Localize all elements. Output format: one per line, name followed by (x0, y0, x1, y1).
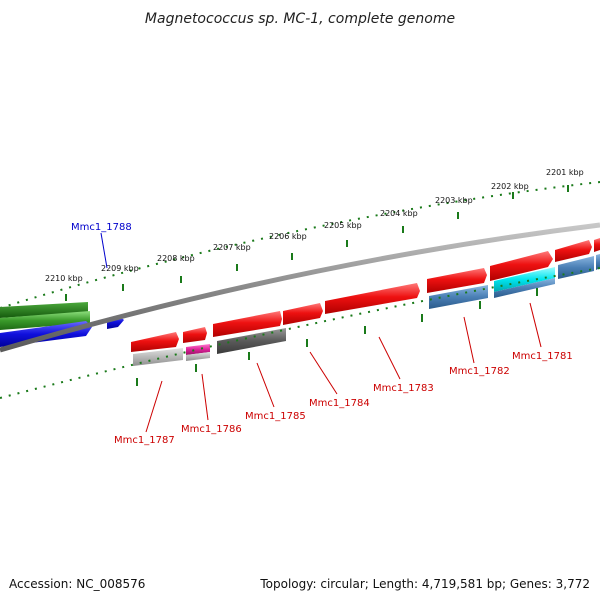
reverse-red-features (131, 268, 487, 352)
genome-title: Magnetococcus sp. MC-1, complete genome (145, 11, 455, 27)
kbp-label: 2209 kbp (101, 264, 139, 273)
outer-ruler-ticks (65, 185, 569, 301)
forward-right-features (490, 238, 600, 298)
kbp-label: 2201 kbp (546, 168, 584, 177)
gene-label: Mmc1_1782 (449, 366, 510, 377)
gene-label: Mmc1_1787 (114, 435, 175, 446)
gene-arrow-steelblue (494, 278, 555, 298)
gene-arrow-lightgray (133, 348, 183, 366)
inner-ruler-ticks (136, 288, 538, 386)
gene-arrow-magenta (186, 344, 210, 355)
gene-label: Mmc1_1781 (512, 351, 573, 362)
forward-outer-features (0, 302, 124, 347)
gene-arrow-green-dark (0, 302, 88, 318)
gene-arrow-mmc1-1786 (183, 327, 207, 343)
genome-backbone (0, 222, 600, 353)
gene-arrow-blue (0, 321, 92, 347)
gene-arrow-gray (217, 328, 286, 354)
kbp-label: 2203 kbp (435, 196, 473, 205)
accession-text: Accession: NC_008576 (9, 577, 146, 591)
reverse-other-features (133, 285, 488, 366)
gene-arrow-mmc1-1783 (325, 283, 420, 314)
gene-arrow-steelblue (429, 285, 488, 309)
label-leader-lines (100, 232, 542, 433)
gene-arrow-steelblue (596, 254, 600, 270)
gene-label: Mmc1_1784 (309, 398, 370, 409)
gene-arrow-lightgray (186, 352, 210, 361)
gene-arrow-mmc1-1785 (213, 311, 282, 337)
gene-arrow-mmc1-1782 (427, 268, 487, 293)
gene-arrow-steelblue (558, 256, 594, 279)
kbp-label: 2206 kbp (269, 232, 307, 241)
gene-arrow-mmc1-1784 (283, 303, 323, 325)
genome-summary-text: Topology: circular; Length: 4,719,581 bp… (260, 577, 590, 591)
kbp-label: 2204 kbp (380, 209, 418, 218)
gene-arrow-mmc1-1787 (131, 332, 179, 352)
kbp-labels: 2201 kbp 2202 kbp 2203 kbp 2204 kbp 2205… (45, 168, 584, 283)
gene-labels: Mmc1_1781 Mmc1_1782 Mmc1_1783 Mmc1_1784 … (71, 222, 573, 446)
gene-arrow-red (490, 251, 553, 281)
gene-label: Mmc1_1786 (181, 424, 242, 435)
kbp-label: 2210 kbp (45, 274, 83, 283)
gene-label: Mmc1_1783 (373, 383, 434, 394)
kbp-label: 2205 kbp (324, 221, 362, 230)
gene-arrow-red (555, 240, 592, 262)
kbp-label: 2202 kbp (491, 182, 529, 191)
gene-label: Mmc1_1788 (71, 222, 132, 233)
kbp-label: 2207 kbp (213, 243, 251, 252)
gene-arrow-red (594, 238, 600, 252)
gene-arrow-cyan (494, 267, 555, 292)
gene-arrow-green (0, 311, 90, 330)
gene-label: Mmc1_1785 (245, 411, 306, 422)
kbp-label: 2208 kbp (157, 254, 195, 263)
